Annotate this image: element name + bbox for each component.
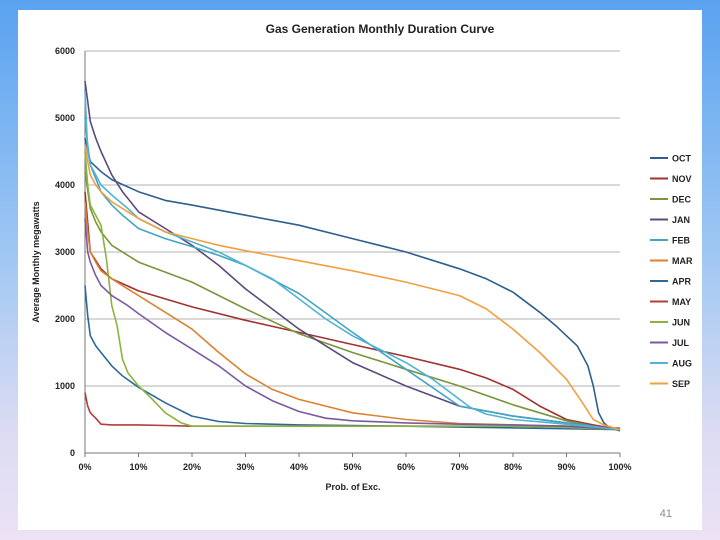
legend-label-jun: JUN [672,318,690,328]
legend-label-dec: DEC [672,195,692,205]
series-line-oct [84,137,621,432]
series-line-jun [84,151,621,431]
x-tick-label: 30% [236,462,254,472]
series-line-nov [84,191,621,431]
x-tick-label: 50% [343,462,361,472]
page-number: 41 [659,508,672,520]
series-line-dec [84,171,621,431]
x-tick-label: 80% [504,462,522,472]
slide: Gas Generation Monthly Duration Curve 0 1… [18,10,702,530]
legend-label-jul: JUL [672,338,690,348]
series-line-jan [84,80,621,431]
x-tick-label: 10% [129,462,147,472]
legend-label-feb: FEB [672,236,691,246]
x-tick-label: 40% [290,462,308,472]
y-tick-label: 0 [70,448,75,458]
x-tick-label: 70% [450,462,468,472]
series-line-apr [84,285,621,431]
series-line-sep [84,144,621,431]
legend-label-mar: MAR [672,256,693,266]
y-tick-label: 6000 [55,46,75,56]
legend-label-nov: NOV [672,174,692,184]
legend-label-may: MAY [672,297,691,307]
y-tick-label: 4000 [55,180,75,190]
series-line-feb [84,117,621,431]
y-axis-ticks: 0 1000 2000 3000 4000 5000 6000 [55,46,75,458]
x-axis-label: Prob. of Exc. [325,482,380,492]
chart-title: Gas Generation Monthly Duration Curve [266,22,495,36]
gridlines [85,50,620,387]
series-line-may [84,392,621,429]
y-tick-label: 2000 [55,314,75,324]
x-tick-label: 0% [78,462,91,472]
series-line-jul [84,218,621,431]
x-tick-label: 90% [557,462,575,472]
legend-label-aug: AUG [672,359,692,369]
legend-label-jan: JAN [672,215,690,225]
x-axis-ticks: 0% 10% 20% 30% 40% 50% 60% 70% 80% 90% 100% [78,462,631,472]
y-tick-label: 1000 [55,381,75,391]
legend-label-sep: SEP [672,379,690,389]
y-tick-label: 3000 [55,247,75,257]
series-lines [84,80,621,432]
x-tick-label: 100% [608,462,631,472]
duration-curve-chart: Gas Generation Monthly Duration Curve 0 1… [31,22,693,492]
x-tick-label: 60% [397,462,415,472]
series-line-mar [84,201,621,431]
x-tick-label: 20% [183,462,201,472]
axes [84,51,621,457]
y-tick-label: 5000 [55,113,75,123]
y-axis-label: Average Monthly megawatts [31,201,41,322]
legend: OCT NOV DEC JAN FEB MAR APR MAY JUN JUL AUG SEP [650,154,693,389]
legend-label-oct: OCT [672,154,692,164]
legend-label-apr: APR [672,277,692,287]
series-line-aug [84,91,621,431]
